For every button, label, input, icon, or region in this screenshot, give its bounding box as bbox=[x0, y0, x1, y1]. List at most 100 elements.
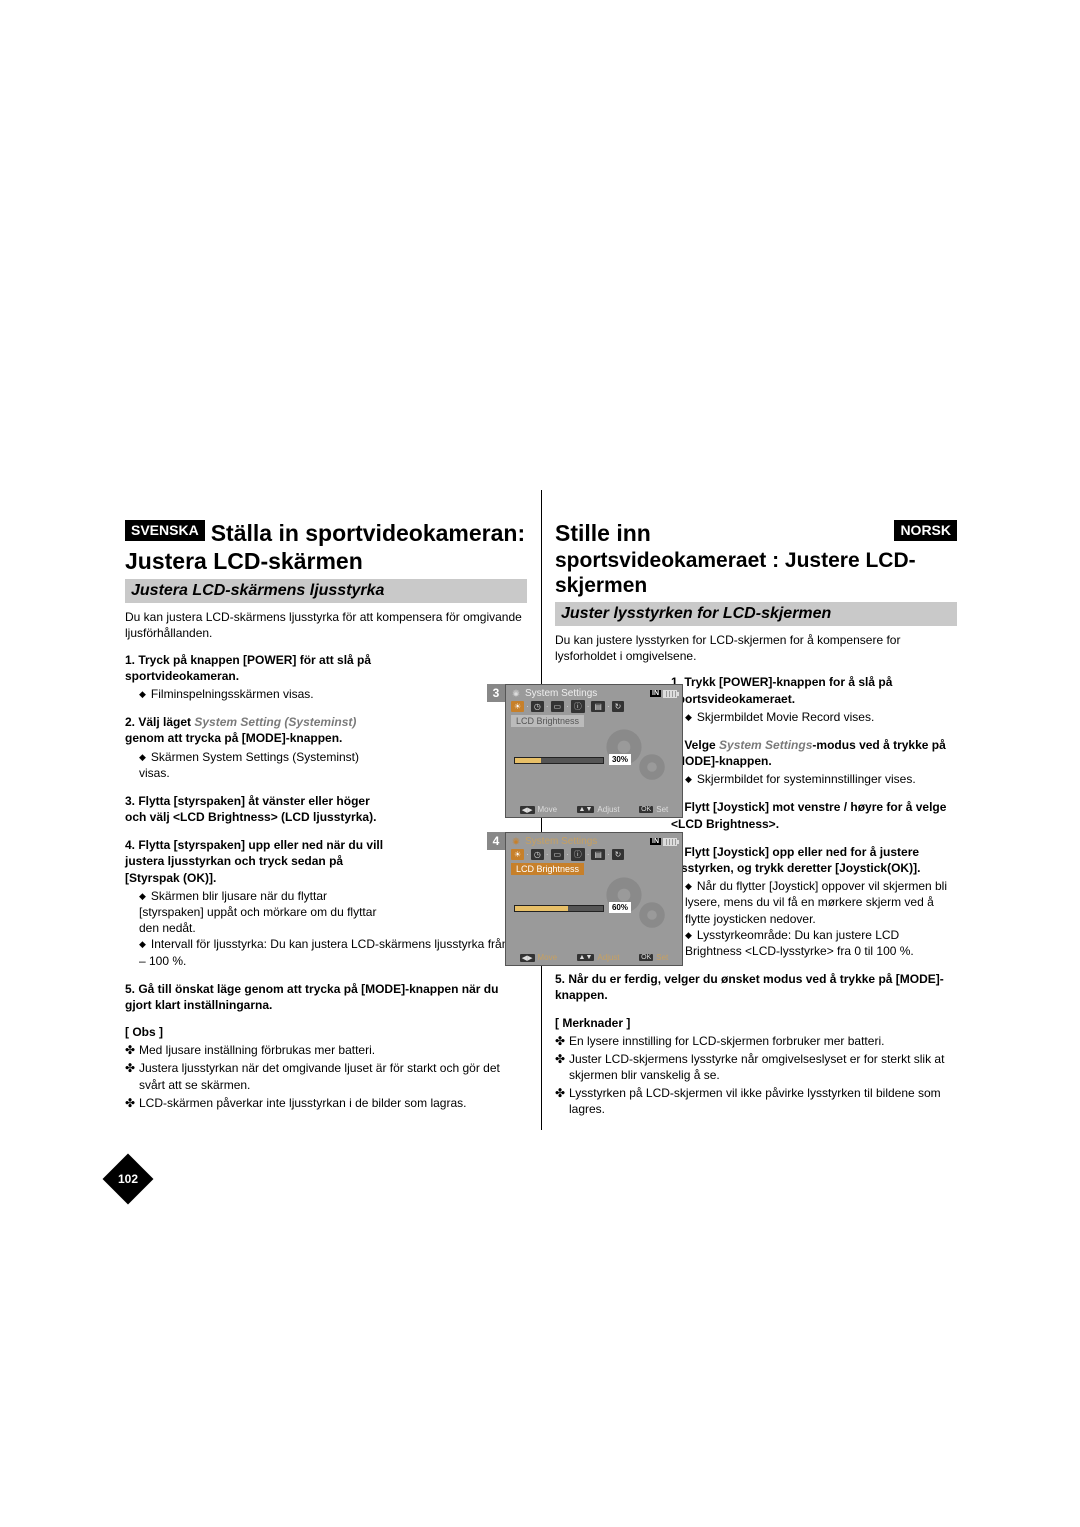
reset-tab-icon: ↻ bbox=[612, 701, 625, 712]
left-title-line2: Justera LCD-skärmen bbox=[125, 548, 527, 576]
display-tab-icon: ▤ bbox=[591, 701, 605, 712]
sub-item: Lysstyrkeområde: Du kan justere LCD Brig… bbox=[685, 927, 957, 959]
step-head-pre: 2. Välj läget bbox=[125, 715, 194, 729]
right-subtitle: Juster lysstyrken for LCD-skjermen bbox=[555, 602, 957, 626]
slider-value: 30% bbox=[609, 754, 631, 765]
step-head: 2. Velge System Settings-modus ved å try… bbox=[671, 737, 957, 769]
sub-item: Når du flytter [Joystick] oppover vil sk… bbox=[685, 878, 957, 927]
left-notes-head: [ Obs ] bbox=[125, 1025, 527, 1039]
step: 2. Välj läget System Setting (Systeminst… bbox=[125, 714, 385, 781]
right-title-line1: Stille inn bbox=[555, 520, 651, 546]
note-item: Med ljusare inställning förbrukas mer ba… bbox=[125, 1042, 527, 1058]
format-tab-icon: ▭ bbox=[551, 701, 565, 712]
brightness-tab-icon: ☀ bbox=[511, 701, 524, 712]
set-hint: OKSet bbox=[639, 805, 668, 814]
step-head: 1. Trykk [POWER]-knappen for å slå på sp… bbox=[671, 674, 957, 706]
screenshot-number: 4 bbox=[487, 832, 505, 850]
note-item: Juster LCD-skjermens lysstyrke når omgiv… bbox=[555, 1051, 957, 1083]
step: 3. Flytta [styrspaken] åt vänster eller … bbox=[125, 793, 385, 825]
step-head: 2. Välj läget System Setting (Systeminst… bbox=[125, 714, 385, 746]
reset-tab-icon: ↻ bbox=[612, 849, 625, 860]
note-item: Lysstyrken på LCD-skjermen vil ikke påvi… bbox=[555, 1085, 957, 1117]
in-badge: IN bbox=[650, 838, 661, 845]
step: 1. Tryck på knappen [POWER] för att slå … bbox=[125, 652, 385, 703]
lcd-brightness-label: LCD Brightness bbox=[511, 715, 584, 727]
step-subs: Skjermbildet for systeminnstillinger vis… bbox=[685, 771, 957, 787]
right-notes: En lysere innstilling for LCD-skjermen f… bbox=[555, 1033, 957, 1118]
step-subs: Skärmen blir ljusare när du flyttar [sty… bbox=[139, 888, 527, 969]
sub-item: Filminspelningsskärmen visas. bbox=[139, 686, 385, 702]
move-hint: ◀▶Move bbox=[520, 805, 557, 814]
note-item: LCD-skärmen påverkar inte ljusstyrkan i … bbox=[125, 1095, 527, 1111]
info-tab-icon: ⓘ bbox=[571, 700, 585, 713]
slider-track: 60% bbox=[514, 905, 604, 912]
left-intro: Du kan justera LCD-skärmens ljusstyrka f… bbox=[125, 609, 527, 641]
slider-value: 60% bbox=[609, 902, 631, 913]
info-tab-icon: ⓘ bbox=[571, 848, 585, 861]
sub-item: Intervall för ljusstyrka: Du kan justera… bbox=[139, 936, 527, 968]
left-title: SVENSKAStälla in sportvideokameran: Just… bbox=[125, 520, 527, 575]
slider-fill bbox=[515, 906, 568, 911]
screenshot-4: 4 System Settings IN ☀· ◷· ▭· ⓘ· bbox=[505, 832, 683, 966]
step-head: 3. Flytta [styrspaken] åt vänster eller … bbox=[125, 793, 385, 825]
settings-icon-row: ☀· ◷· ▭· ⓘ· ▤· ↻ bbox=[506, 700, 682, 713]
step-subs: Skjermbildet Movie Record vises. bbox=[685, 709, 957, 725]
display-tab-icon: ▤ bbox=[591, 849, 605, 860]
clock-tab-icon: ◷ bbox=[531, 849, 544, 860]
manual-page: SVENSKAStälla in sportvideokameran: Just… bbox=[125, 520, 957, 1119]
step: 4. Flytta [styrspaken] upp eller ned när… bbox=[125, 837, 527, 969]
screenshot-title: System Settings bbox=[525, 688, 597, 699]
brightness-tab-icon: ☀ bbox=[511, 849, 524, 860]
norsk-badge: NORSK bbox=[894, 520, 957, 541]
step-head: 3. Flytt [Joystick] mot venstre / høyre … bbox=[671, 799, 957, 831]
slider-track: 30% bbox=[514, 757, 604, 764]
sub-item: Skärmen blir ljusare när du flyttar [sty… bbox=[139, 888, 385, 937]
step-head-em: System Settings bbox=[719, 738, 812, 752]
storage-indicator: IN bbox=[650, 838, 677, 846]
storage-indicator: IN bbox=[650, 690, 677, 698]
gear-icon bbox=[511, 689, 521, 699]
slider-fill bbox=[515, 758, 541, 763]
set-hint: OKSet bbox=[639, 953, 668, 962]
screenshot-titlebar: System Settings IN bbox=[506, 833, 682, 848]
settings-icon-row: ☀· ◷· ▭· ⓘ· ▤· ↻ bbox=[506, 848, 682, 861]
left-notes: Med ljusare inställning förbrukas mer ba… bbox=[125, 1042, 527, 1111]
page-number-badge: 102 bbox=[103, 1154, 154, 1205]
right-title-line2: sportsvideokameraet : Justere LCD-skjerm… bbox=[555, 548, 957, 598]
step-head-post: genom att trycka på [MODE]-knappen. bbox=[125, 731, 342, 745]
right-title: NORSK Stille inn sportsvideokameraet : J… bbox=[555, 520, 957, 598]
screenshot-footer: ◀▶Move ▲▼Adjust OKSet bbox=[506, 805, 682, 814]
left-column: SVENSKAStälla in sportvideokameran: Just… bbox=[125, 520, 541, 1119]
format-tab-icon: ▭ bbox=[551, 849, 565, 860]
sub-item: Skjermbildet for systeminnstillinger vis… bbox=[685, 771, 957, 787]
screenshot-stack: 3 System Settings IN ☀· ◷· ▭· ⓘ· bbox=[505, 684, 685, 980]
battery-icon bbox=[663, 838, 677, 846]
lcd-brightness-label: LCD Brightness bbox=[511, 863, 584, 875]
screenshot-3: 3 System Settings IN ☀· ◷· ▭· ⓘ· bbox=[505, 684, 683, 818]
sub-item: Skärmen System Settings (Systeminst) vis… bbox=[139, 749, 385, 781]
in-badge: IN bbox=[650, 690, 661, 697]
adjust-hint: ▲▼Adjust bbox=[577, 805, 620, 814]
brightness-slider: 60% bbox=[514, 905, 604, 912]
brightness-slider: 30% bbox=[514, 757, 604, 764]
step-subs: Filminspelningsskärmen visas. bbox=[139, 686, 385, 702]
note-item: En lysere innstilling for LCD-skjermen f… bbox=[555, 1033, 957, 1049]
step-head: 1. Tryck på knappen [POWER] för att slå … bbox=[125, 652, 385, 684]
step-subs: Skärmen System Settings (Systeminst) vis… bbox=[139, 749, 385, 781]
page-number: 102 bbox=[110, 1161, 146, 1197]
screenshot-footer: ◀▶Move ▲▼Adjust OKSet bbox=[506, 953, 682, 962]
step-head: 5. Gå till önskat läge genom att trycka … bbox=[125, 981, 527, 1013]
right-intro: Du kan justere lysstyrken for LCD-skjerm… bbox=[555, 632, 957, 664]
svenska-badge: SVENSKA bbox=[125, 520, 205, 541]
screenshot-title: System Settings bbox=[525, 836, 597, 847]
note-item: Justera ljusstyrkan när det omgivande lj… bbox=[125, 1060, 527, 1092]
left-steps: 1. Tryck på knappen [POWER] för att slå … bbox=[125, 652, 527, 1014]
step-head-em: System Setting (Systeminst) bbox=[194, 715, 356, 729]
left-subtitle: Justera LCD-skärmens ljusstyrka bbox=[125, 579, 527, 603]
clock-tab-icon: ◷ bbox=[531, 701, 544, 712]
gear-icon bbox=[511, 837, 521, 847]
step-head: 4. Flytt [Joystick] opp eller ned for å … bbox=[671, 844, 957, 876]
sub-item: Skjermbildet Movie Record vises. bbox=[685, 709, 957, 725]
move-hint: ◀▶Move bbox=[520, 953, 557, 962]
screenshot-titlebar: System Settings IN bbox=[506, 685, 682, 700]
